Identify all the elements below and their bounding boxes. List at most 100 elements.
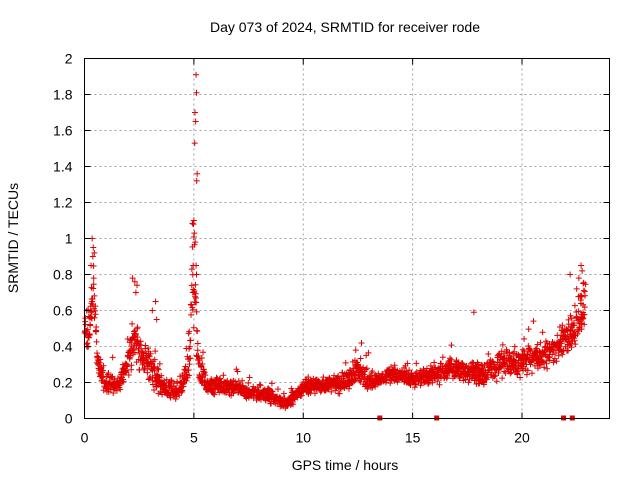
data-point: [186, 361, 193, 368]
data-point: [565, 347, 572, 354]
data-point: [168, 377, 175, 384]
data-point: [350, 365, 357, 372]
data-point: [391, 377, 398, 384]
data-point: [459, 360, 466, 367]
data-point: [188, 282, 195, 289]
data-point: [93, 323, 100, 330]
data-point: [200, 349, 207, 356]
data-point: [220, 372, 227, 379]
data-point: [580, 280, 587, 287]
data-point: [407, 381, 414, 388]
data-point: [105, 370, 112, 377]
data-point: [217, 375, 224, 382]
data-point: [480, 381, 487, 388]
data-point: [346, 382, 353, 389]
data-point: [88, 315, 95, 322]
data-point: [109, 373, 116, 380]
data-point: [559, 322, 566, 329]
data-point: [134, 334, 141, 341]
y-tick-label: 0.8: [53, 267, 73, 283]
data-point: [425, 380, 432, 387]
data-point: [151, 386, 158, 393]
data-point: [132, 289, 139, 296]
data-point: [483, 376, 490, 383]
data-point: [568, 344, 575, 351]
data-point: [107, 386, 114, 393]
data-point: [571, 302, 578, 309]
data-point: [84, 326, 91, 333]
data-point: [192, 281, 199, 288]
y-tick-label: 1.4: [53, 159, 73, 175]
data-point: [582, 292, 589, 299]
data-point: [86, 330, 93, 337]
data-point: [268, 387, 275, 394]
data-point: [145, 376, 152, 383]
data-point: [151, 363, 158, 370]
data-point: [124, 363, 131, 370]
data-point: [189, 220, 196, 227]
data-point: [525, 326, 532, 333]
data-point: [355, 361, 362, 368]
data-point: [576, 293, 583, 300]
data-point: [406, 367, 413, 374]
data-point: [193, 71, 200, 78]
data-point: [92, 303, 99, 310]
data-point: [125, 372, 132, 378]
data-point: [193, 177, 200, 184]
y-tick-label: 0: [65, 411, 73, 427]
data-point: [181, 366, 188, 373]
data-point: [158, 372, 165, 379]
data-point: [499, 375, 506, 382]
data-point: [543, 360, 550, 367]
y-tick-label: 1.2: [53, 195, 73, 211]
data-point: [575, 275, 582, 282]
data-point: [438, 360, 445, 367]
data-point: [550, 359, 557, 366]
data-point: [120, 378, 127, 385]
data-point: [526, 346, 533, 353]
data-point: [191, 109, 198, 116]
data-point: [130, 346, 137, 353]
x-tick-label: 20: [514, 430, 530, 446]
data-point: [99, 367, 106, 374]
y-tick-label: 2: [65, 51, 73, 67]
data-point: [90, 244, 97, 251]
data-point: [539, 329, 546, 336]
data-point: [489, 358, 496, 365]
data-point: [155, 366, 162, 373]
data-point: [139, 349, 146, 356]
data-point: [198, 355, 205, 362]
data-point: [146, 375, 153, 382]
data-point: [100, 362, 107, 369]
data-point: [521, 335, 528, 342]
data-point: [188, 311, 195, 318]
data-point: [549, 351, 556, 358]
data-point: [144, 369, 151, 376]
data-point: [134, 324, 141, 331]
x-tick-label: 5: [190, 430, 198, 446]
data-point: [138, 348, 145, 355]
data-point: [234, 368, 241, 375]
data-point: [151, 356, 158, 363]
data-point: [578, 326, 585, 333]
data-point: [365, 349, 372, 356]
data-point: [336, 390, 343, 397]
data-point: [571, 322, 578, 329]
data-point: [448, 360, 455, 367]
data-point: [91, 249, 98, 256]
data-point: [94, 353, 101, 360]
x-tick-label: 0: [81, 430, 89, 446]
data-point: [506, 349, 513, 356]
chart-title: Day 073 of 2024, SRMTID for receiver rod…: [210, 19, 480, 35]
data-point: [387, 380, 394, 387]
data-point: [131, 349, 138, 356]
data-point: [530, 318, 537, 325]
data-point: [188, 301, 195, 308]
data-point: [103, 377, 110, 384]
data-point: [129, 275, 136, 282]
data-point: [89, 298, 96, 305]
data-point: [581, 321, 588, 328]
data-point: [88, 262, 95, 269]
data-point: [193, 89, 200, 96]
data-point: [191, 230, 198, 237]
